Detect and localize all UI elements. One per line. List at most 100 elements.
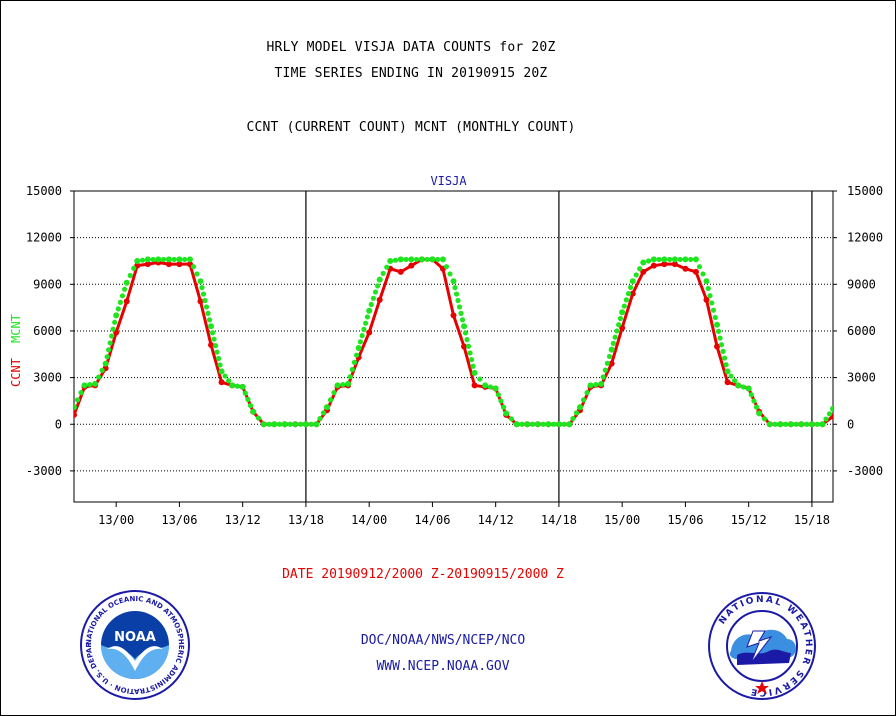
data-point-mcnt <box>123 279 130 286</box>
series-dot-mcnt <box>266 421 272 427</box>
date-range-label: DATE 20190912/2000 Z-20190915/2000 Z <box>282 567 564 582</box>
series-dot-mcnt <box>498 398 504 404</box>
data-point-mcnt <box>355 345 362 352</box>
series-dot-mcnt <box>78 390 84 396</box>
y-tick-label-right: 0 <box>847 417 854 431</box>
data-point-mcnt <box>587 382 594 389</box>
series-dot-mcnt <box>107 340 113 346</box>
series-dot-mcnt <box>712 314 718 321</box>
data-point-mcnt <box>566 421 573 428</box>
series-dot-mcnt <box>617 315 624 322</box>
data-point-ccnt <box>74 411 77 418</box>
series-dot-mcnt <box>814 421 820 427</box>
data-point-mcnt <box>577 404 583 411</box>
data-point-mcnt <box>250 408 257 415</box>
series-dot-mcnt <box>287 421 293 427</box>
data-point-mcnt <box>608 346 615 353</box>
series-dot-mcnt <box>150 256 156 263</box>
series-dot-mcnt <box>217 362 223 368</box>
data-point-ccnt <box>471 382 478 389</box>
data-point-ccnt <box>714 343 721 350</box>
series-dot-mcnt <box>728 373 734 379</box>
series-dot-mcnt <box>403 256 409 263</box>
data-point-ccnt <box>661 261 668 268</box>
series-dot-mcnt <box>720 348 726 354</box>
series-dot-mcnt <box>804 421 810 427</box>
x-tick-label: 14/06 <box>414 513 450 527</box>
data-point-mcnt <box>619 309 626 316</box>
series-dot-mcnt <box>380 270 386 277</box>
chart-plot: -3000 -3000 0 0 3000 3000 6000 6000 9000 9000 1200… <box>9 174 883 527</box>
series-dot-mcnt <box>667 256 673 263</box>
series-dot-mcnt <box>171 256 177 263</box>
data-point-mcnt <box>513 421 520 428</box>
data-point-ccnt <box>165 261 172 268</box>
series-dot-mcnt <box>772 421 778 427</box>
data-point-mcnt <box>661 256 668 263</box>
series-dot-mcnt <box>623 297 629 303</box>
chart-title-line-2: TIME SERIES ENDING IN 20190915 20Z <box>274 66 548 81</box>
data-point-mcnt <box>208 323 215 330</box>
y-tick-label-right: 12000 <box>847 231 883 245</box>
data-point-mcnt <box>176 256 183 263</box>
series-dot-mcnt <box>621 303 627 309</box>
series-dot-mcnt <box>298 421 304 427</box>
series-dot-mcnt <box>721 355 728 361</box>
series-dot-mcnt <box>696 264 703 270</box>
data-point-ccnt <box>692 268 699 275</box>
series-dot-mcnt <box>363 320 369 326</box>
series-dot-mcnt <box>320 410 327 416</box>
data-point-mcnt <box>92 380 99 387</box>
data-point-mcnt <box>766 421 773 428</box>
y-tick-label-left: 0 <box>55 417 62 431</box>
series-dot-mcnt <box>104 354 110 360</box>
data-point-mcnt <box>777 421 784 428</box>
series-dot-mcnt <box>529 421 536 427</box>
series-dot-mcnt <box>122 286 128 292</box>
series-dot-mcnt <box>364 314 371 320</box>
y-tick-label-right: 15000 <box>847 184 883 198</box>
data-point-mcnt <box>418 256 425 263</box>
x-tick-label: 13/12 <box>225 513 261 527</box>
series-dot-mcnt <box>327 397 334 403</box>
data-point-mcnt <box>102 360 109 367</box>
series-dot-mcnt <box>95 374 102 380</box>
series-dot-mcnt <box>87 381 93 388</box>
data-point-ccnt <box>629 290 636 297</box>
series-dot-mcnt <box>625 291 632 297</box>
series-dot-mcnt <box>705 285 711 292</box>
series-dot-mcnt <box>375 283 381 289</box>
series-dot-mcnt <box>519 421 525 427</box>
data-point-mcnt <box>830 405 833 412</box>
series-dot-mcnt <box>242 390 248 396</box>
x-tick-label: 15/00 <box>604 513 640 527</box>
series-dot-mcnt <box>593 381 599 388</box>
data-point-mcnt <box>819 421 826 428</box>
series-dot-mcnt <box>600 374 606 380</box>
y-tick-label-left: 15000 <box>26 184 62 198</box>
series-dot-mcnt <box>628 284 634 291</box>
data-point-mcnt <box>239 383 246 390</box>
series-dot-mcnt <box>200 291 207 297</box>
series-dot-mcnt <box>718 342 725 348</box>
series-dot-mcnt <box>212 343 219 349</box>
series-dot-mcnt <box>361 326 367 332</box>
data-point-ccnt <box>366 329 373 336</box>
series-dot-mcnt <box>584 390 590 396</box>
data-point-mcnt <box>186 256 193 263</box>
y-tick-label-left: -3000 <box>26 464 62 478</box>
data-point-mcnt <box>492 385 499 392</box>
series-dot-mcnt <box>347 374 353 380</box>
data-point-mcnt <box>735 382 742 389</box>
series-dot-mcnt <box>465 343 472 349</box>
series-dot-mcnt <box>372 289 379 295</box>
x-tick-label: 15/06 <box>667 513 703 527</box>
x-tick-label: 14/18 <box>541 513 577 527</box>
series-dot-mcnt <box>161 256 167 263</box>
x-tick-label: 13/00 <box>98 513 134 527</box>
series-dot-mcnt <box>477 376 483 382</box>
data-point-mcnt <box>724 368 731 375</box>
series-dot-mcnt <box>561 421 567 427</box>
series-dot-mcnt <box>723 362 729 368</box>
